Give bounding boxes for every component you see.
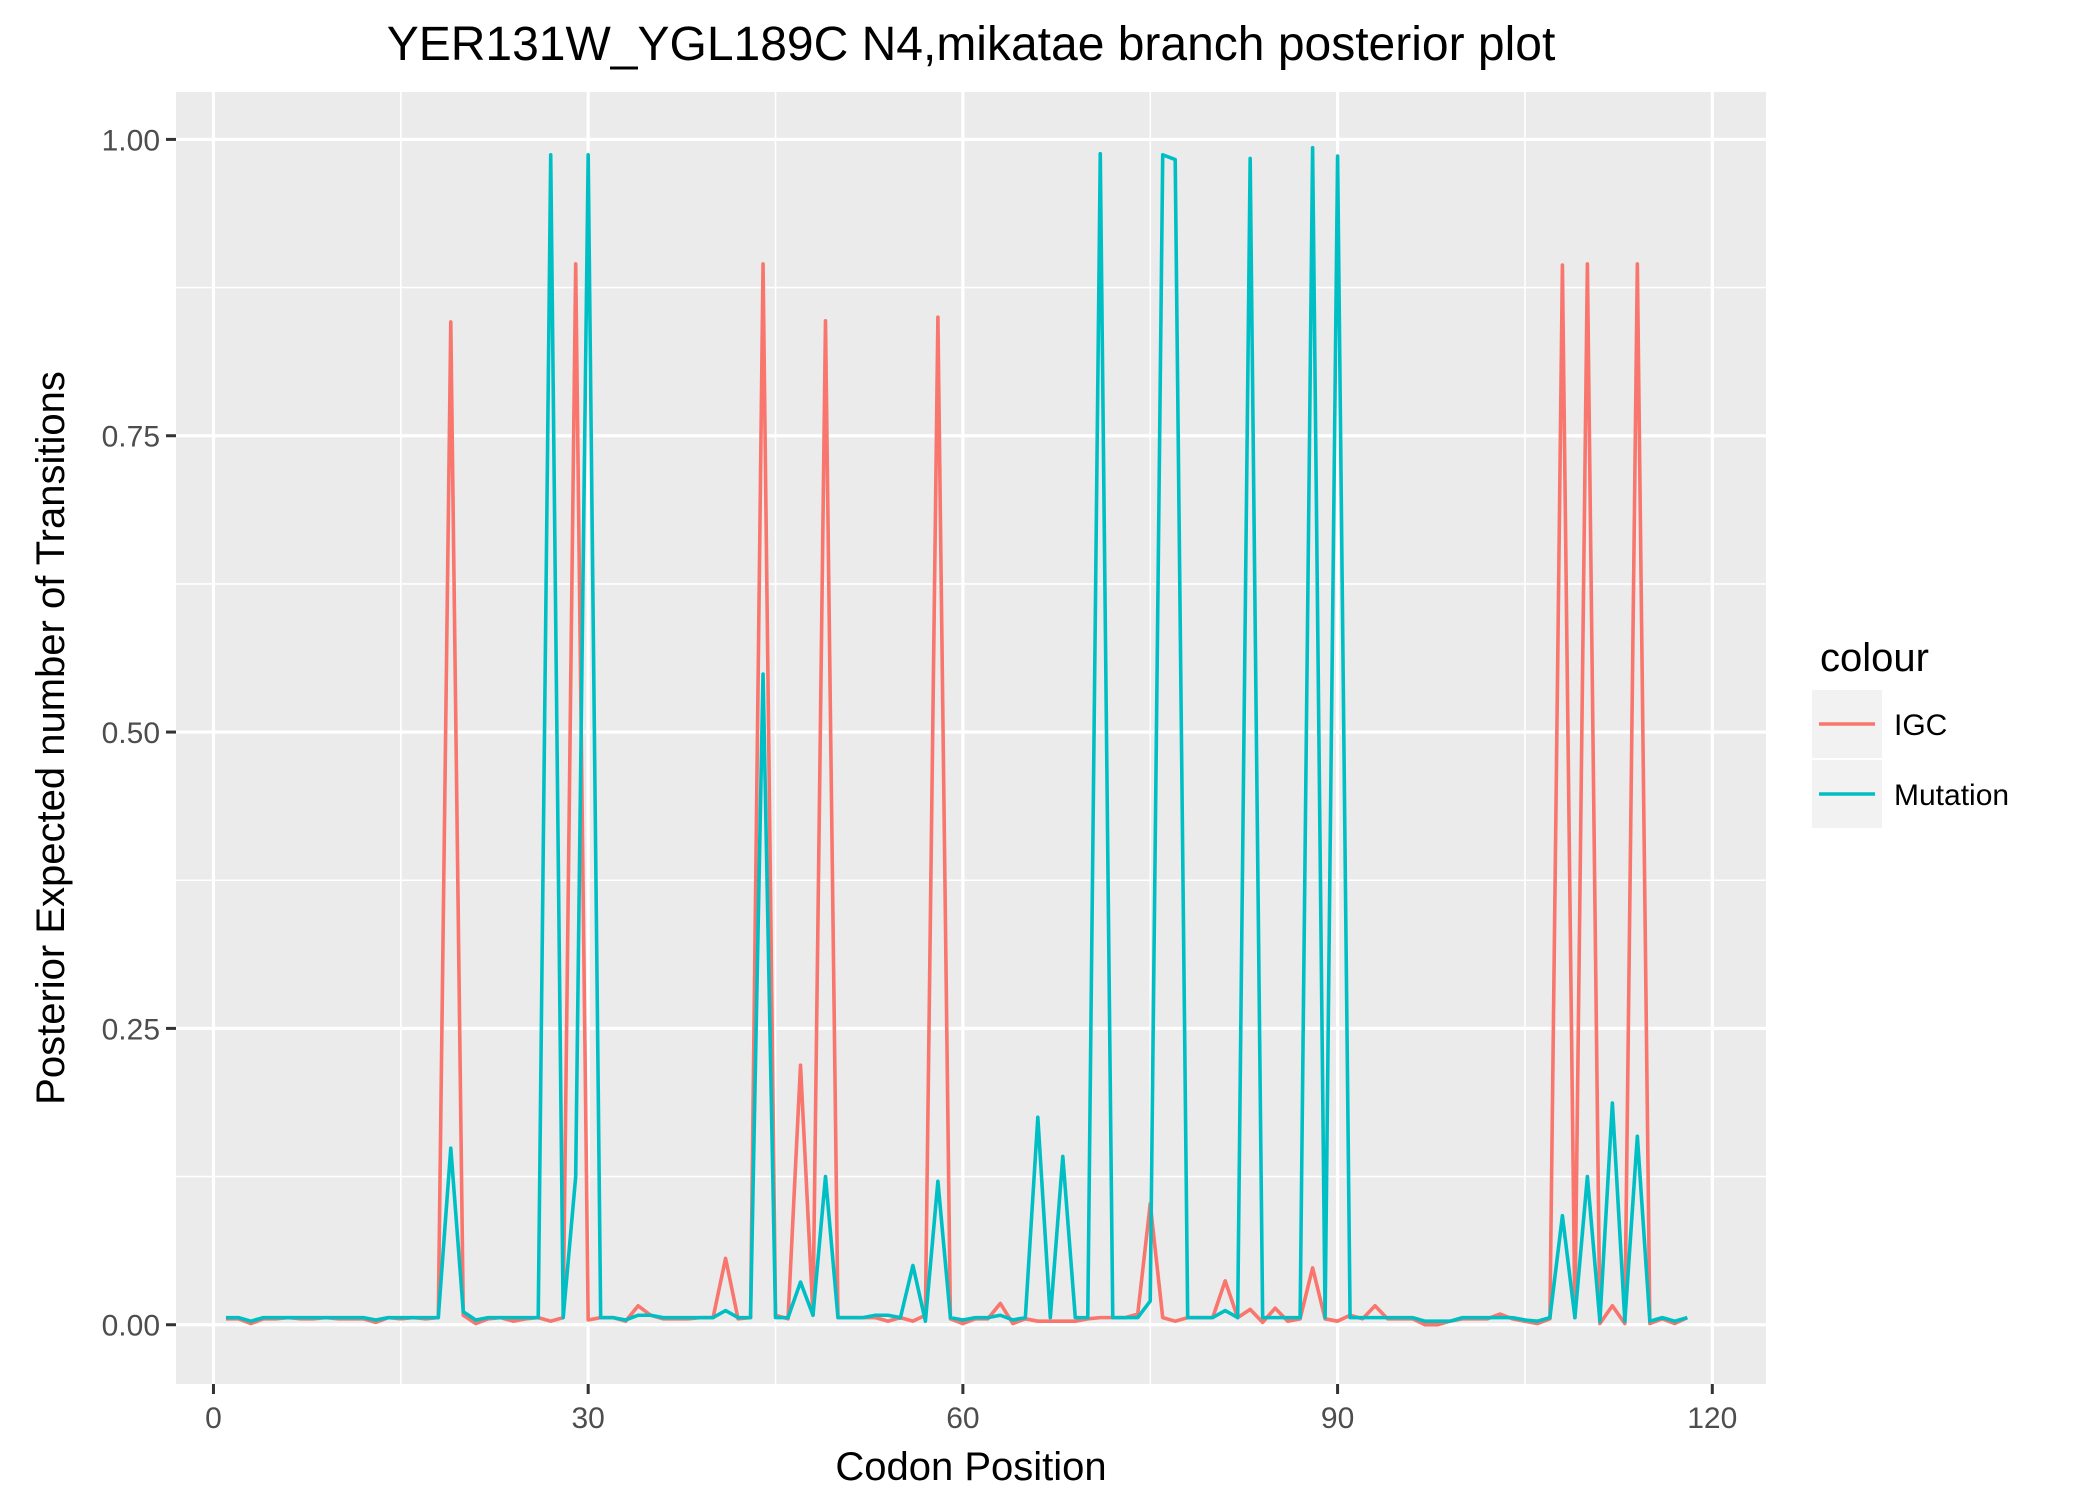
x-tick-label: 60: [946, 1402, 979, 1435]
minor-gridlines: [176, 92, 1766, 1384]
y-axis-title: Posterior Expected number of Transitions: [29, 371, 73, 1105]
chart-title: YER131W_YGL189C N4,mikatae branch poster…: [387, 18, 1556, 71]
series-line-mutation: [225, 145, 1688, 1323]
legend-label-mutation: Mutation: [1894, 779, 2009, 812]
y-tick-label: 0.25: [102, 1013, 160, 1046]
x-tick-label: 120: [1687, 1402, 1737, 1435]
x-tick-label: 0: [205, 1402, 222, 1435]
x-axis-ticks: 0 30 60 90 120: [205, 1384, 1737, 1435]
x-tick-label: 90: [1321, 1402, 1354, 1435]
series-lines: [225, 145, 1689, 1327]
legend-label-igc: IGC: [1894, 709, 1947, 742]
legend: colour IGC Mutation: [1812, 636, 2009, 828]
legend-title: colour: [1820, 636, 1929, 680]
y-axis-ticks: 0.00 0.25 0.50 0.75 1.00: [102, 124, 176, 1343]
y-tick-label: 0.50: [102, 717, 160, 750]
x-tick-label: 30: [571, 1402, 604, 1435]
plot-panel: [176, 92, 1766, 1384]
x-axis-title: Codon Position: [835, 1445, 1106, 1489]
y-tick-label: 0.00: [102, 1310, 160, 1343]
legend-items: IGC Mutation: [1812, 690, 2009, 828]
y-tick-label: 0.75: [102, 421, 160, 454]
y-tick-label: 1.00: [102, 124, 160, 157]
